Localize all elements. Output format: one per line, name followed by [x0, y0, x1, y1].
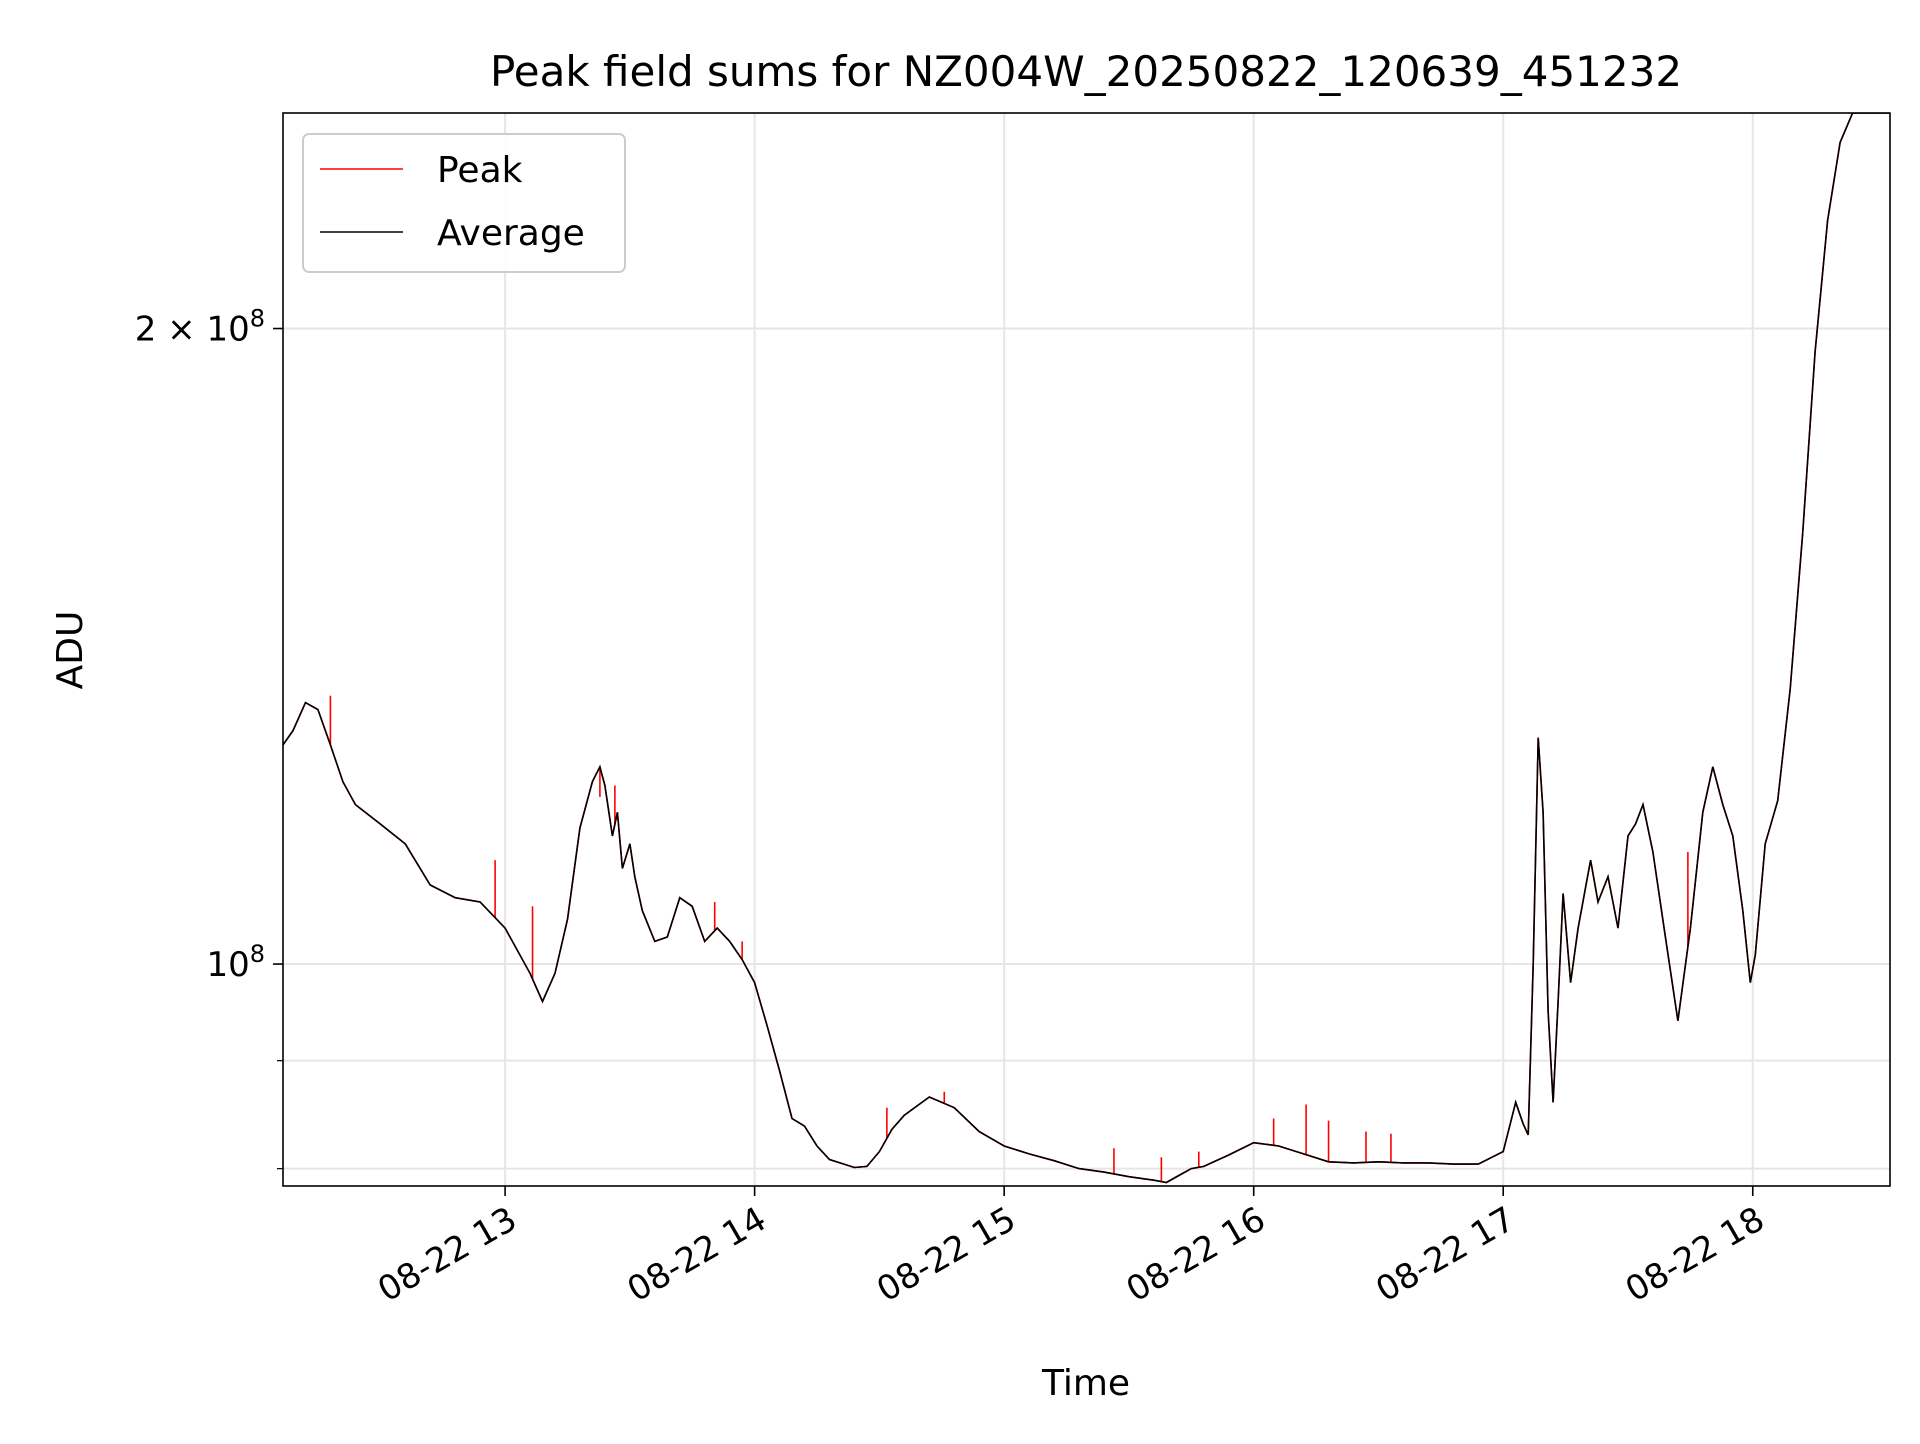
x-axis-label: Time — [1041, 1363, 1130, 1404]
y-gridlines — [283, 327, 1890, 1170]
x-gridlines — [504, 113, 1754, 1186]
series-line-average — [283, 113, 1890, 1184]
chart-title: Peak field sums for NZ004W_20250822_1206… — [490, 47, 1682, 96]
legend-label-average: Average — [437, 213, 585, 254]
plot-area — [283, 113, 1890, 1186]
series-layer — [283, 113, 1890, 1184]
plot-frame — [282, 112, 1891, 1187]
y-tick-label: 108 — [206, 940, 265, 985]
y-axis-label: ADU — [50, 611, 91, 690]
legend-label-peak: Peak — [437, 150, 523, 191]
y-tick-label: 2 × 108 — [135, 305, 265, 350]
peak-spikes — [329, 695, 1689, 1182]
y-axis-ticks: 108 2 × 108 — [135, 305, 283, 1170]
legend: Peak Average — [302, 133, 626, 273]
